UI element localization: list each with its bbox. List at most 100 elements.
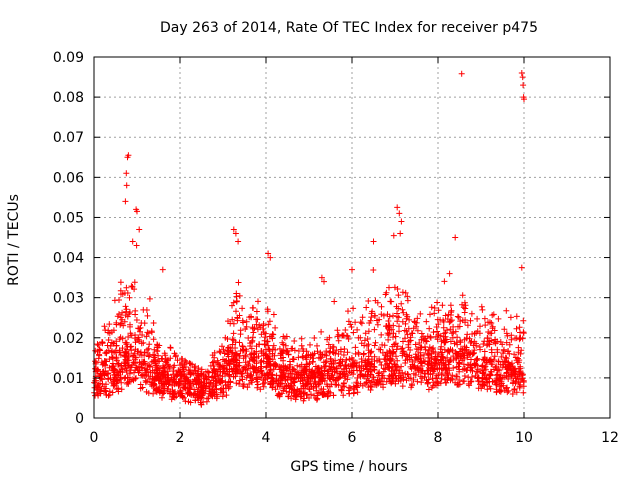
data-point	[327, 376, 334, 383]
data-point	[384, 311, 391, 318]
data-point	[278, 364, 285, 370]
data-point	[257, 386, 264, 393]
data-point	[424, 350, 431, 357]
data-point	[325, 341, 332, 348]
data-point	[145, 390, 152, 397]
data-point	[356, 362, 363, 369]
data-point	[390, 232, 397, 239]
data-point	[374, 317, 380, 324]
data-point	[149, 373, 156, 380]
data-point	[216, 348, 223, 355]
data-point	[372, 339, 379, 346]
data-point	[151, 352, 158, 359]
data-point	[412, 319, 418, 326]
data-point	[494, 367, 501, 374]
data-point	[116, 347, 123, 354]
data-point	[288, 345, 295, 352]
data-point	[187, 386, 194, 393]
data-point	[452, 234, 459, 241]
data-point	[370, 238, 377, 245]
data-point	[235, 279, 242, 286]
data-point	[265, 250, 272, 257]
data-point	[372, 297, 379, 304]
data-point	[438, 359, 445, 366]
data-point	[127, 321, 133, 328]
data-point	[206, 388, 213, 395]
data-point	[170, 368, 177, 374]
data-point	[503, 370, 510, 377]
data-point	[354, 375, 361, 381]
data-point	[417, 353, 424, 359]
data-point	[370, 374, 377, 381]
data-point	[385, 336, 392, 343]
data-point	[159, 369, 166, 376]
data-point	[345, 318, 352, 325]
data-point	[366, 320, 373, 326]
data-point	[247, 365, 253, 372]
data-point	[323, 352, 330, 359]
data-point	[204, 395, 210, 402]
data-point	[272, 362, 279, 369]
data-point	[266, 318, 273, 325]
data-point	[365, 368, 372, 375]
data-point	[275, 391, 282, 398]
data-point	[399, 306, 406, 313]
data-point	[286, 358, 293, 365]
data-point	[127, 344, 134, 350]
data-point	[453, 354, 460, 361]
data-point	[499, 341, 506, 348]
data-point	[519, 74, 526, 81]
data-point	[485, 329, 492, 335]
data-point	[280, 347, 287, 353]
data-point	[469, 374, 475, 380]
data-point	[301, 395, 308, 402]
data-point	[283, 388, 290, 395]
data-point	[297, 363, 303, 370]
data-point	[398, 218, 405, 225]
data-point	[101, 323, 108, 330]
data-point	[292, 396, 299, 403]
x-tick-label: 0	[90, 430, 99, 446]
data-point	[474, 355, 481, 362]
data-point	[128, 283, 135, 290]
data-point	[496, 388, 503, 395]
data-point	[136, 325, 143, 332]
data-point	[381, 342, 388, 349]
data-point	[237, 327, 244, 334]
data-point	[167, 388, 174, 395]
data-point	[481, 354, 488, 361]
data-point	[336, 375, 342, 381]
data-point	[303, 381, 310, 388]
data-point	[295, 348, 302, 354]
data-point	[439, 302, 446, 309]
data-point	[379, 375, 386, 382]
data-point	[369, 308, 376, 315]
data-point	[243, 363, 250, 370]
data-point	[199, 387, 206, 394]
data-point	[433, 324, 440, 330]
data-point	[254, 374, 260, 381]
data-point	[422, 370, 429, 377]
data-point	[213, 378, 219, 385]
data-point	[368, 368, 375, 374]
data-point	[365, 328, 372, 335]
data-point	[447, 338, 454, 345]
data-point	[503, 339, 510, 346]
data-point	[393, 353, 399, 360]
data-point	[394, 357, 401, 364]
data-point	[139, 332, 146, 338]
data-point	[324, 383, 331, 390]
data-point	[443, 372, 449, 379]
data-point	[474, 315, 481, 322]
data-point	[378, 331, 385, 338]
data-point	[493, 388, 500, 395]
data-point	[314, 342, 320, 349]
data-point	[122, 303, 129, 310]
data-point	[503, 330, 510, 337]
data-point	[266, 360, 273, 367]
data-point	[326, 334, 333, 341]
data-point	[438, 375, 445, 382]
data-point	[421, 374, 428, 380]
data-point	[376, 378, 383, 385]
data-point	[133, 242, 140, 249]
